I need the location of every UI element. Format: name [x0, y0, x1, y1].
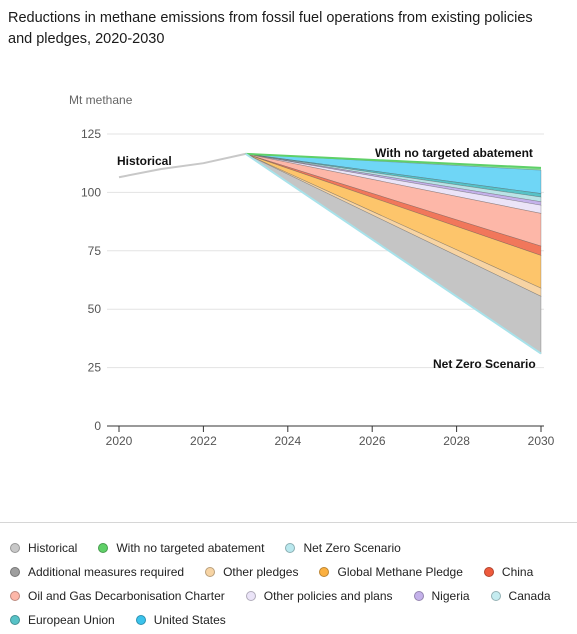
legend-item[interactable]: Oil and Gas Decarbonisation Charter	[10, 589, 225, 603]
legend-label: Global Methane Pledge	[337, 565, 463, 579]
legend-swatch-icon	[10, 615, 20, 625]
legend-swatch-icon	[10, 567, 20, 577]
x-tick-label-2020: 2020	[106, 434, 133, 448]
legend-swatch-icon	[413, 591, 424, 601]
legend: Historical With no targeted abatement Net …	[0, 522, 577, 634]
axes: 0 25 50 75 100 125 2020 2022 2024 2026 2028 2030	[81, 127, 555, 448]
y-tick-label-125: 125	[81, 127, 101, 141]
annotation-net-zero: Net Zero Scenario	[433, 357, 536, 371]
chart-area: Mt methane 0 25 50 75 100 125 2020 2022 2024 2026…	[69, 93, 555, 448]
y-tick-label-75: 75	[88, 244, 102, 258]
legend-swatch-icon	[135, 615, 146, 625]
legend-item[interactable]: Additional measures required	[10, 565, 184, 579]
legend-swatch-icon	[98, 543, 109, 553]
legend-row: Historical With no targeted abatement Net …	[10, 540, 422, 556]
annotation-no-targeted-abatement: With no targeted abatement	[375, 146, 533, 160]
legend-item[interactable]: Historical	[10, 541, 77, 555]
x-tick-label-2024: 2024	[274, 434, 301, 448]
legend-swatch-icon	[490, 591, 501, 601]
legend-item[interactable]: China	[483, 565, 534, 579]
no-targeted-abatement-line	[245, 152, 542, 169]
legend-label: Net Zero Scenario	[303, 541, 401, 555]
legend-item[interactable]: United States	[135, 613, 226, 627]
x-tick-label-2028: 2028	[443, 434, 470, 448]
y-tick-label-25: 25	[88, 361, 102, 375]
legend-label: United States	[153, 613, 226, 627]
y-axis-unit-label: Mt methane	[69, 93, 133, 107]
legend-item[interactable]: Global Methane Pledge	[319, 565, 463, 579]
legend-swatch-icon	[205, 567, 216, 577]
legend-item[interactable]: Other pledges	[205, 565, 298, 579]
y-tick-label-100: 100	[81, 185, 101, 199]
y-tick-label-0: 0	[94, 419, 101, 433]
legend-swatch-icon	[319, 567, 330, 577]
legend-swatch-icon	[483, 567, 494, 577]
legend-label: Nigeria	[431, 589, 470, 603]
legend-item[interactable]: European Union	[10, 613, 115, 627]
legend-swatch-icon	[10, 543, 20, 553]
x-tick-label-2030: 2030	[528, 434, 555, 448]
y-tick-label-50: 50	[88, 302, 102, 316]
net-zero-scenario-line	[245, 153, 542, 355]
x-tick-label-2026: 2026	[359, 434, 386, 448]
historical-line	[118, 152, 246, 179]
legend-label: Other pledges	[223, 565, 299, 579]
legend-item[interactable]: Net Zero Scenario	[285, 541, 401, 555]
x-tick-label-2022: 2022	[190, 434, 217, 448]
legend-label: China	[501, 565, 534, 579]
legend-row: Additional measures required Other pledge…	[10, 564, 554, 580]
legend-item[interactable]: With no targeted abatement	[98, 541, 264, 555]
annotation-historical: Historical	[117, 154, 172, 168]
legend-row: European Union United States	[10, 612, 247, 628]
legend-label: With no targeted abatement	[116, 541, 265, 555]
legend-label: Historical	[28, 541, 78, 555]
legend-item[interactable]: Canada	[490, 589, 551, 603]
legend-swatch-icon	[10, 591, 20, 601]
chart-title: Reductions in methane emissions from fos…	[8, 10, 533, 47]
legend-item[interactable]: Other policies and plans	[245, 589, 393, 603]
series-lines	[118, 152, 542, 355]
legend-label: Other policies and plans	[263, 589, 393, 603]
legend-item[interactable]: Nigeria	[413, 589, 470, 603]
legend-label: European Union	[28, 613, 115, 627]
legend-swatch-icon	[285, 543, 296, 553]
legend-label: Canada	[508, 589, 551, 603]
legend-row: Oil and Gas Decarbonisation Charter Other…	[10, 588, 572, 604]
legend-label: Oil and Gas Decarbonisation Charter	[28, 589, 225, 603]
legend-label: Additional measures required	[28, 565, 185, 579]
legend-swatch-icon	[245, 591, 256, 601]
